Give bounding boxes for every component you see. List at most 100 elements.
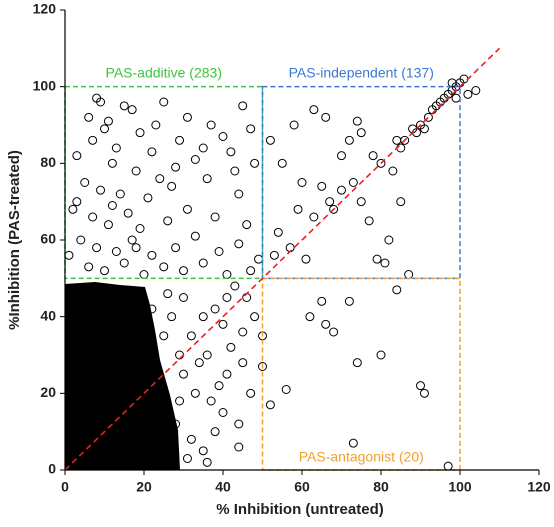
point — [238, 327, 248, 337]
point — [254, 254, 264, 264]
point — [167, 181, 177, 191]
point — [190, 231, 200, 241]
point — [103, 220, 113, 230]
point — [325, 197, 335, 207]
point — [72, 427, 82, 437]
point — [179, 266, 188, 276]
point — [289, 120, 299, 130]
point — [443, 461, 453, 471]
point — [107, 350, 117, 360]
point — [147, 304, 157, 314]
point — [317, 296, 327, 306]
point — [206, 120, 216, 130]
point — [76, 388, 86, 398]
point — [250, 158, 260, 168]
point — [119, 454, 129, 463]
point — [376, 158, 386, 168]
x-tick-label: 100 — [448, 479, 472, 495]
point — [103, 116, 113, 126]
point — [159, 262, 169, 272]
point — [206, 396, 216, 406]
point — [68, 457, 78, 467]
y-tick-label: 80 — [40, 154, 56, 170]
point — [119, 408, 129, 417]
point — [115, 388, 125, 398]
y-tick-label: 120 — [33, 1, 57, 17]
point — [226, 342, 236, 352]
point — [198, 446, 208, 456]
point — [76, 235, 86, 245]
point — [163, 216, 173, 226]
point — [222, 293, 232, 302]
point — [127, 105, 137, 115]
point — [100, 124, 109, 134]
point — [143, 193, 153, 203]
point — [111, 247, 121, 256]
point — [384, 235, 394, 245]
point — [329, 204, 339, 214]
point — [297, 178, 307, 187]
point — [293, 204, 303, 214]
point — [147, 250, 157, 260]
point — [230, 166, 240, 176]
region-box — [261, 85, 461, 280]
point — [210, 427, 220, 437]
point — [115, 189, 125, 199]
x-tick-label: 60 — [294, 479, 310, 495]
point — [72, 197, 82, 207]
point — [309, 212, 319, 222]
point — [179, 369, 188, 379]
point — [218, 319, 228, 329]
point — [190, 388, 200, 398]
point — [246, 266, 256, 276]
y-tick-label: 100 — [33, 77, 57, 93]
point — [309, 105, 319, 115]
point — [250, 312, 260, 322]
point — [167, 312, 177, 322]
point — [155, 427, 165, 437]
point — [171, 162, 181, 172]
point — [135, 224, 145, 233]
region-label: PAS-additive (283) — [106, 64, 222, 80]
point — [396, 197, 406, 207]
point — [103, 285, 113, 295]
point — [265, 135, 275, 145]
x-tick-label: 20 — [136, 479, 152, 495]
point — [234, 189, 244, 199]
point — [198, 258, 208, 268]
point — [246, 388, 256, 398]
point — [226, 147, 236, 157]
point — [84, 262, 94, 272]
point — [218, 408, 228, 417]
x-axis-label: % Inhibition (untreated) — [216, 501, 383, 518]
point — [210, 212, 220, 222]
point — [163, 289, 173, 299]
point — [419, 388, 429, 398]
point — [107, 158, 117, 168]
point — [305, 312, 315, 322]
point — [68, 350, 78, 360]
point — [100, 266, 109, 276]
point — [242, 220, 252, 230]
point — [202, 457, 212, 467]
point — [135, 331, 145, 341]
point — [364, 216, 374, 226]
point — [84, 112, 94, 122]
point — [218, 132, 228, 141]
point — [301, 254, 311, 264]
reference-line — [64, 47, 501, 471]
point — [131, 427, 141, 437]
x-tick-label: 40 — [215, 479, 231, 495]
point — [238, 358, 248, 368]
point — [269, 250, 279, 260]
point — [186, 331, 196, 341]
dense-cluster — [65, 282, 180, 470]
y-tick-label: 40 — [40, 307, 56, 323]
point — [356, 197, 366, 207]
point — [96, 97, 106, 107]
point — [210, 304, 220, 314]
point — [151, 120, 161, 130]
point — [100, 319, 109, 329]
point — [72, 312, 82, 322]
